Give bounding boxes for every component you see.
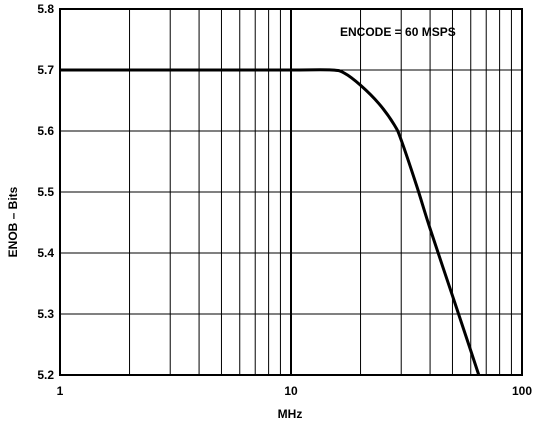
y-tick-label: 5.7 bbox=[37, 63, 54, 77]
x-tick-label: 100 bbox=[512, 384, 532, 398]
y-tick-label: 5.4 bbox=[37, 246, 54, 260]
y-tick-label: 5.5 bbox=[37, 185, 54, 199]
plot-frame bbox=[59, 8, 523, 376]
y-tick-label: 5.6 bbox=[37, 124, 54, 138]
y-tick-label: 5.2 bbox=[37, 368, 54, 382]
y-tick-label: 5.3 bbox=[37, 307, 54, 321]
y-axis-title: ENOB – Bits bbox=[6, 186, 20, 257]
y-tick-labels: 5.2 5.3 5.4 5.5 5.6 5.7 5.8 bbox=[37, 2, 54, 382]
x-tick-labels: 1 10 100 bbox=[57, 384, 533, 398]
series-line-enob bbox=[60, 68, 481, 376]
x-tick-label: 10 bbox=[284, 384, 298, 398]
encode-annotation: ENCODE = 60 MSPS bbox=[340, 25, 456, 39]
x-axis-title: MHz bbox=[278, 407, 303, 421]
grid-lines bbox=[60, 9, 522, 375]
y-tick-label: 5.8 bbox=[37, 2, 54, 16]
x-tick-label: 1 bbox=[57, 384, 64, 398]
